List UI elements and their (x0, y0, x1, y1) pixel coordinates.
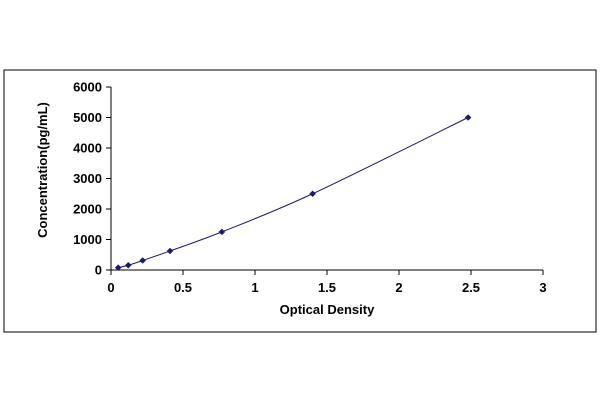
x-tick-label: 1 (251, 280, 258, 295)
y-axis-title: Concentration(pg/mL) (35, 102, 50, 238)
data-point (464, 114, 472, 121)
x-tick-label: 0.5 (174, 280, 192, 295)
axes-group: 0 1000 2000 3000 4000 5000 6000 0 0.5 1 1.5 2 2.5 3 (73, 80, 547, 296)
y-tick-label: 2000 (73, 202, 102, 217)
data-point (124, 261, 132, 269)
y-tick-label: 6000 (73, 80, 102, 95)
y-tick-label: 4000 (73, 141, 102, 156)
y-tick-label: 1000 (73, 232, 102, 247)
data-point (309, 190, 316, 198)
data-point (114, 264, 122, 271)
x-tick-label: 2.5 (462, 280, 480, 295)
data-point (166, 247, 174, 255)
x-tick-label: 0 (107, 280, 114, 295)
x-tick-label: 2 (395, 280, 402, 295)
x-tick-label: 3 (539, 280, 546, 295)
y-tick-label: 5000 (73, 110, 102, 125)
y-tick-label: 3000 (73, 171, 102, 186)
data-point (139, 257, 147, 264)
chart-frame (3, 69, 597, 333)
data-point (218, 228, 226, 236)
data-points-group (114, 114, 472, 271)
y-tick-label: 0 (95, 263, 102, 278)
x-tick-label: 1.5 (318, 280, 336, 295)
x-axis-title: Optical Density (280, 302, 375, 317)
